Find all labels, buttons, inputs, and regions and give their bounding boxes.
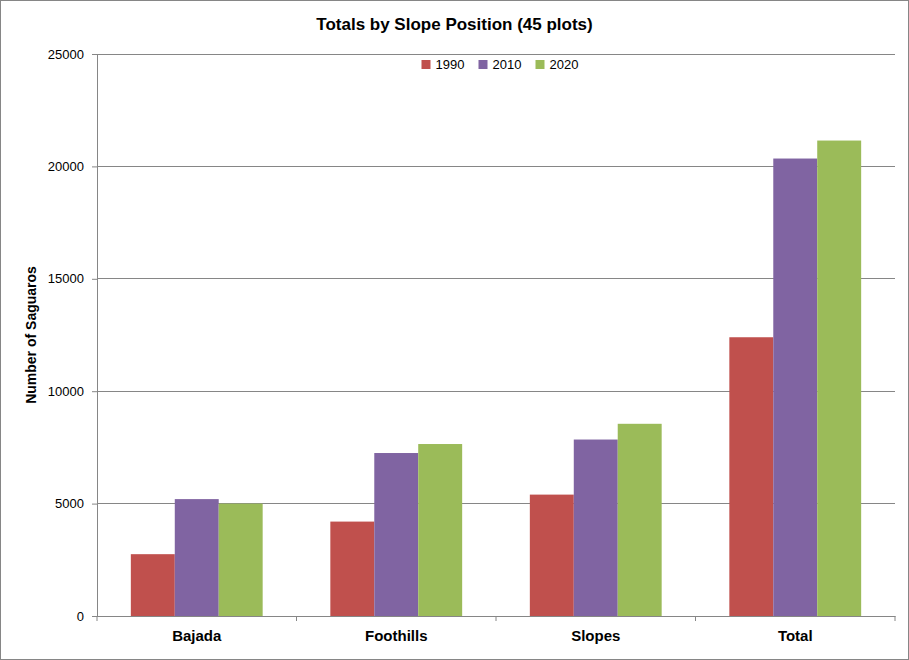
category-divider [496, 616, 497, 621]
plot-area: 0 5000 10000 15000 20000 25000 Bajada Foothills… [48, 47, 896, 644]
bar [773, 159, 817, 616]
y-tick-mark [92, 391, 97, 392]
y-tick-label: 25000 [48, 47, 84, 62]
bar [219, 504, 263, 616]
y-axis-line [92, 55, 98, 617]
bar [418, 444, 462, 616]
y-tick-label: 15000 [48, 271, 84, 286]
category-divider [695, 616, 696, 621]
y-axis: 0 5000 10000 15000 20000 25000 [48, 47, 98, 624]
category-divider [895, 616, 896, 621]
x-tick: Bajada [172, 616, 222, 644]
x-tick: Total [778, 616, 813, 644]
grid-line [97, 54, 895, 55]
bar [374, 453, 418, 616]
legend-item: 2020 [536, 57, 579, 72]
legend-item: 2010 [479, 57, 522, 72]
x-tick-label: Total [778, 627, 813, 644]
chart: 0 5000 10000 15000 20000 25000 Bajada Foothills… [0, 0, 909, 660]
x-tick-label: Foothills [365, 627, 428, 644]
legend-label: 2020 [550, 57, 579, 72]
bar [330, 522, 374, 616]
y-tick: 25000 [48, 47, 97, 62]
x-tick: Slopes [571, 616, 620, 644]
y-tick-label: 0 [77, 609, 84, 624]
chart-border [1, 1, 909, 660]
y-tick-mark [92, 616, 97, 617]
legend-background [418, 56, 587, 72]
bar-series [131, 337, 773, 616]
bar [131, 554, 175, 616]
y-tick-mark [92, 504, 97, 505]
legend-swatch [422, 60, 431, 69]
x-tick-label: Slopes [571, 627, 620, 644]
y-tick: 0 [77, 609, 97, 624]
y-tick: 10000 [48, 384, 97, 399]
bar [729, 337, 773, 616]
y-axis-title: Number of Saguaros [23, 266, 39, 404]
y-tick-mark [92, 279, 97, 280]
chart-title: Totals by Slope Position (45 plots) [316, 15, 592, 34]
bar [618, 424, 662, 616]
x-tick-label: Bajada [172, 627, 222, 644]
y-tick-mark [92, 166, 97, 167]
y-tick: 20000 [48, 159, 97, 174]
x-axis: Bajada Foothills Slopes Total [97, 616, 896, 644]
bar-series [219, 141, 861, 616]
bar [817, 141, 861, 616]
y-tick: 15000 [48, 271, 97, 286]
y-tick-label: 5000 [55, 496, 84, 511]
y-tick-mark [92, 54, 97, 55]
legend-swatch [536, 60, 545, 69]
legend-label: 2010 [493, 57, 522, 72]
legend-label: 1990 [436, 57, 465, 72]
y-tick-label: 10000 [48, 384, 84, 399]
category-dividers [97, 616, 895, 621]
category-divider [296, 616, 297, 621]
legend-swatch [479, 60, 488, 69]
bar [530, 495, 574, 616]
y-tick-label: 20000 [48, 159, 84, 174]
y-tick: 5000 [55, 496, 97, 511]
grid [97, 54, 895, 616]
bar [175, 499, 219, 616]
category-divider [97, 616, 98, 621]
bars [131, 141, 861, 616]
bar-series [175, 159, 817, 616]
legend: 1990 2010 2020 [418, 56, 587, 72]
x-tick: Foothills [365, 616, 428, 644]
bar [574, 440, 618, 616]
legend-item: 1990 [422, 57, 465, 72]
